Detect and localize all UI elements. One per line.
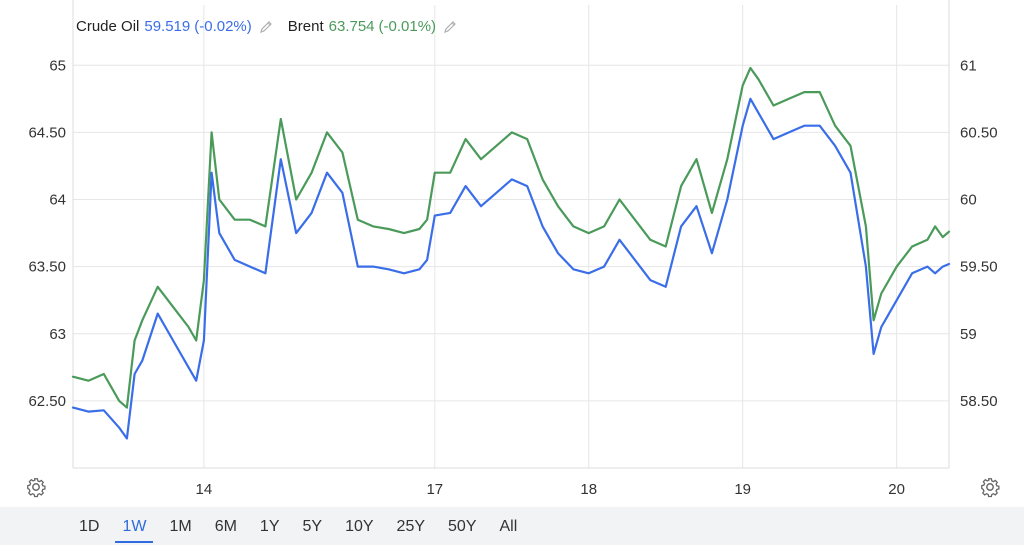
- legend-series-value: 59.519: [144, 18, 191, 35]
- range-button-10y[interactable]: 10Y: [345, 518, 374, 535]
- legend-series-value: 63.754: [328, 18, 375, 35]
- range-button-1m[interactable]: 1M: [169, 518, 192, 535]
- left-tick-label: 65: [49, 57, 66, 74]
- range-button-1d[interactable]: 1D: [79, 518, 100, 535]
- series-lines: [71, 66, 951, 440]
- legend-series-change: (-0.02%): [194, 18, 252, 35]
- range-selector: 1D 1W 1M 6M 1Y 5Y 10Y 25Y 50Y All: [0, 507, 1024, 545]
- pencil-icon[interactable]: [442, 19, 458, 35]
- range-button-1y[interactable]: 1Y: [259, 518, 280, 535]
- gear-icon[interactable]: [25, 476, 47, 498]
- right-tick-label: 60: [960, 192, 977, 209]
- right-tick-label: 61: [960, 57, 977, 74]
- x-tick-label: 20: [888, 481, 905, 498]
- x-tick-label: 17: [426, 481, 443, 498]
- range-button-1w[interactable]: 1W: [115, 507, 154, 545]
- right-axis-ticks: 58.50 59 59.50 60 60.50 61: [960, 57, 998, 410]
- range-button-25y[interactable]: 25Y: [396, 518, 426, 535]
- series-line-crude-oil: [71, 97, 951, 440]
- legend-series-name: Crude Oil: [76, 18, 140, 35]
- range-button-6m[interactable]: 6M: [214, 518, 237, 535]
- left-tick-label: 63: [49, 326, 66, 343]
- legend-item-crude-oil[interactable]: Crude Oil 59.519 (-0.02%): [76, 18, 274, 35]
- series-line-brent: [71, 66, 951, 409]
- legend-item-brent[interactable]: Brent 63.754 (-0.01%): [288, 18, 458, 35]
- legend-series-name: Brent: [287, 18, 324, 35]
- x-tick-label: 19: [734, 481, 751, 498]
- grid-lines: [72, 0, 950, 469]
- x-tick-label: 14: [196, 481, 213, 498]
- range-buttons: 1D 1W 1M 6M 1Y 5Y 10Y 25Y 50Y All: [72, 507, 533, 545]
- right-tick-label: 58.50: [960, 393, 998, 410]
- legend-series-change: (-0.01%): [378, 18, 437, 35]
- chart-legend: Crude Oil 59.519 (-0.02%) Brent 63.754 (…: [76, 18, 472, 35]
- range-button-5y[interactable]: 5Y: [302, 518, 323, 535]
- x-tick-label: 18: [580, 481, 597, 498]
- gear-icon[interactable]: [979, 476, 1001, 498]
- left-tick-label: 63.50: [28, 259, 66, 276]
- range-button-50y[interactable]: 50Y: [448, 518, 477, 535]
- left-tick-label: 64: [49, 192, 66, 209]
- pencil-icon[interactable]: [258, 19, 274, 35]
- right-tick-label: 59.50: [960, 259, 998, 276]
- x-axis-ticks: 14 17 18 19 20: [196, 481, 905, 498]
- right-tick-label: 60.50: [960, 124, 998, 141]
- left-axis-ticks: 62.50 63 63.50 64 64.50 65: [28, 57, 66, 410]
- range-button-all[interactable]: All: [499, 518, 518, 535]
- left-tick-label: 64.50: [28, 124, 66, 141]
- price-chart: 62.50 63 63.50 64 64.50 65 58.50 59 59.50 60 60.5…: [28, 0, 998, 498]
- right-tick-label: 59: [960, 326, 977, 343]
- left-tick-label: 62.50: [28, 393, 66, 410]
